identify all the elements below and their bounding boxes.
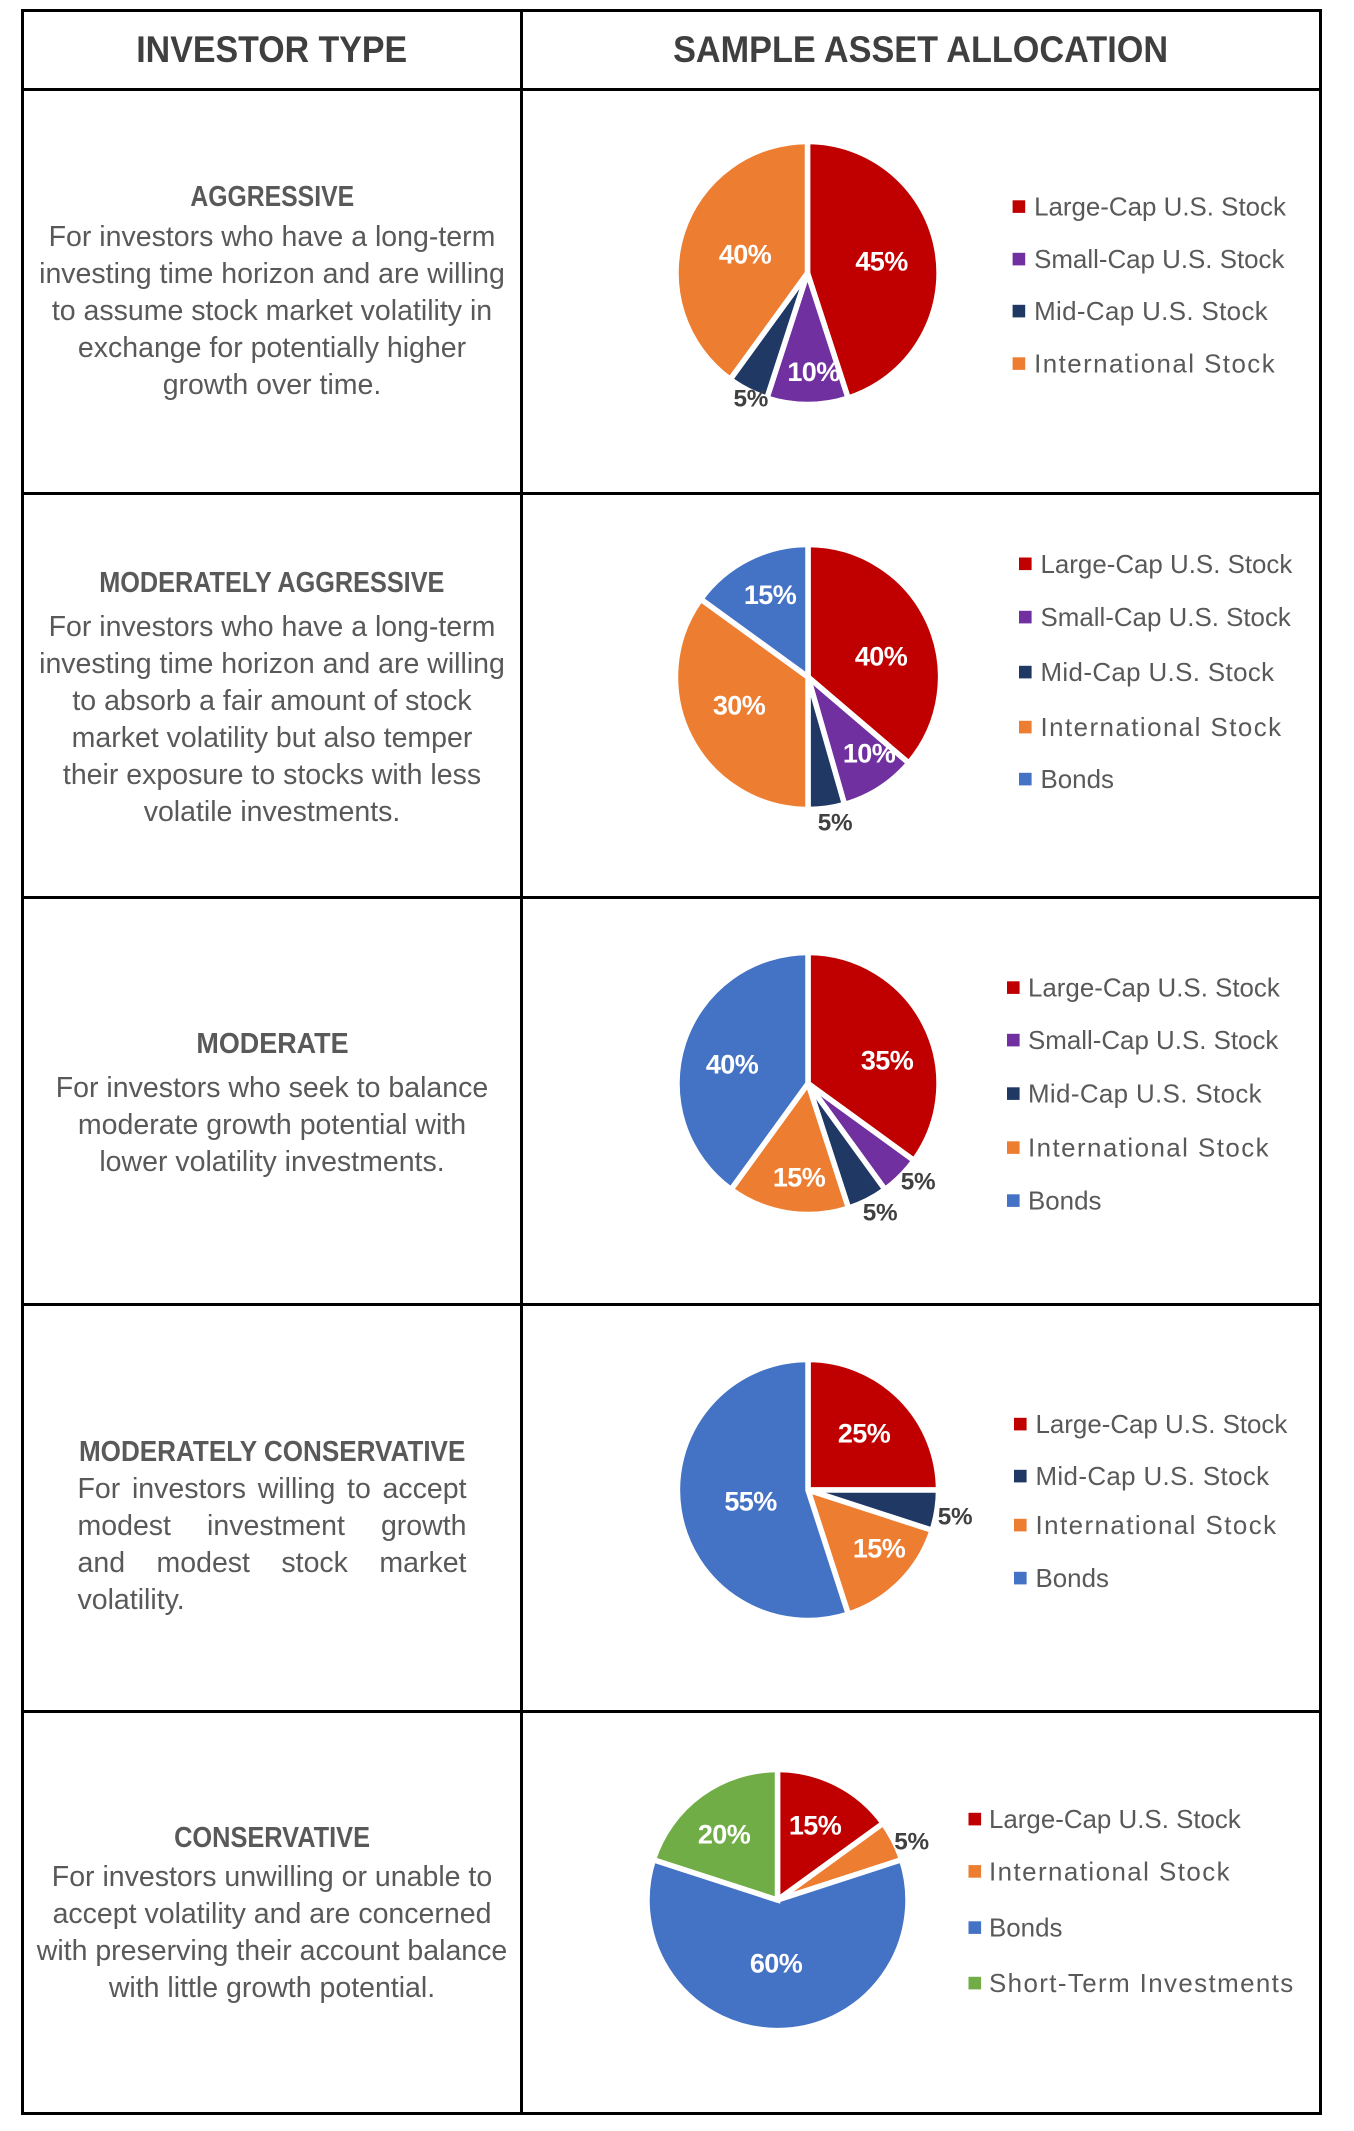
svg-text:Bonds: Bonds: [1036, 1565, 1109, 1593]
svg-text:Small-Cap U.S. Stock: Small-Cap U.S. Stock: [1028, 1027, 1278, 1055]
svg-text:5%: 5%: [901, 1169, 936, 1196]
svg-text:5%: 5%: [734, 386, 769, 413]
svg-text:5%: 5%: [818, 810, 853, 837]
svg-text:60%: 60%: [750, 1949, 803, 1979]
svg-text:15%: 15%: [789, 1811, 842, 1841]
svg-text:Short-Term Investments: Short-Term Investments: [989, 1970, 1295, 1998]
svg-text:Large-Cap U.S. Stock: Large-Cap U.S. Stock: [989, 1806, 1241, 1834]
svg-text:Large-Cap U.S. Stock: Large-Cap U.S. Stock: [1034, 194, 1286, 222]
svg-text:International Stock: International Stock: [1028, 1135, 1270, 1163]
svg-text:Mid-Cap U.S. Stock: Mid-Cap U.S. Stock: [1028, 1081, 1262, 1109]
svg-text:30%: 30%: [713, 691, 766, 721]
svg-text:15%: 15%: [853, 1534, 906, 1564]
svg-text:Mid-Cap U.S. Stock: Mid-Cap U.S. Stock: [1041, 659, 1275, 687]
svg-text:Bonds: Bonds: [1028, 1188, 1101, 1216]
svg-text:25%: 25%: [838, 1419, 891, 1449]
svg-text:Small-Cap U.S. Stock: Small-Cap U.S. Stock: [1041, 604, 1291, 632]
svg-text:5%: 5%: [938, 1504, 973, 1531]
svg-text:International Stock: International Stock: [1036, 1512, 1278, 1540]
svg-text:40%: 40%: [706, 1050, 759, 1080]
svg-text:55%: 55%: [724, 1487, 777, 1517]
svg-text:Mid-Cap U.S. Stock: Mid-Cap U.S. Stock: [1036, 1463, 1270, 1491]
svg-text:Large-Cap U.S. Stock: Large-Cap U.S. Stock: [1041, 551, 1293, 579]
svg-text:10%: 10%: [787, 357, 840, 387]
svg-text:Large-Cap U.S. Stock: Large-Cap U.S. Stock: [1036, 1411, 1288, 1439]
svg-text:International Stock: International Stock: [1041, 714, 1283, 742]
svg-text:Large-Cap U.S. Stock: Large-Cap U.S. Stock: [1028, 975, 1280, 1003]
svg-text:20%: 20%: [698, 1820, 751, 1850]
svg-text:40%: 40%: [855, 642, 908, 672]
svg-text:35%: 35%: [861, 1046, 914, 1076]
svg-text:5%: 5%: [894, 1829, 929, 1856]
svg-text:Bonds: Bonds: [1041, 766, 1114, 794]
svg-text:40%: 40%: [719, 240, 772, 270]
svg-text:15%: 15%: [773, 1163, 826, 1193]
svg-text:Bonds: Bonds: [989, 1915, 1062, 1943]
svg-text:10%: 10%: [843, 739, 896, 769]
svg-text:15%: 15%: [744, 580, 797, 610]
svg-text:International Stock: International Stock: [1034, 351, 1276, 379]
svg-text:5%: 5%: [863, 1200, 898, 1227]
svg-text:Mid-Cap U.S. Stock: Mid-Cap U.S. Stock: [1034, 298, 1268, 326]
svg-text:International Stock: International Stock: [989, 1858, 1231, 1886]
svg-text:Small-Cap U.S. Stock: Small-Cap U.S. Stock: [1034, 246, 1284, 274]
svg-text:45%: 45%: [855, 247, 908, 277]
